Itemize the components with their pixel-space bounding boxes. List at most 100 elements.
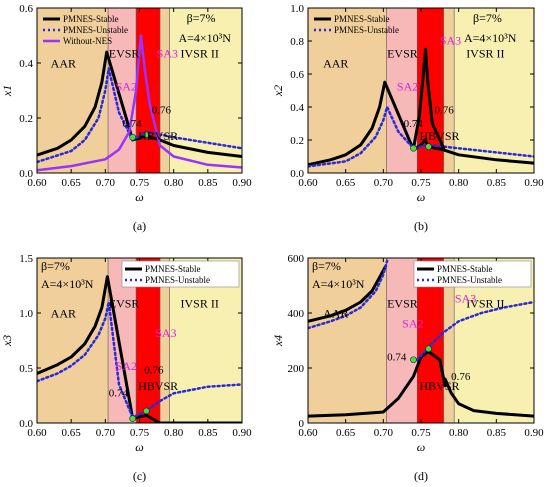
annotation: 0.76 [152, 105, 172, 117]
region-band [160, 258, 170, 423]
x-tick-label: 0.85 [198, 177, 218, 189]
y-tick-label: 0.6 [19, 3, 33, 15]
region-band [37, 8, 109, 173]
y-tick-label: 1.5 [19, 253, 33, 265]
panel-caption: (d) [414, 469, 428, 483]
x-tick-label: 0.70 [96, 427, 116, 439]
x-tick-label: 0.60 [298, 427, 318, 439]
region-label: HBVSR [138, 379, 178, 393]
series-line [308, 259, 389, 330]
y-tick-label: 0.4 [19, 58, 33, 70]
x-tick-label: 0.70 [374, 177, 394, 189]
panel-caption: (b) [414, 219, 428, 233]
region-label: EVSR [387, 297, 418, 311]
y-tick-label: 0.5 [19, 363, 33, 375]
annotation: 0.76 [435, 105, 455, 117]
annotation: SA2 [116, 80, 137, 94]
region-band [443, 8, 455, 173]
legend-entry: Without-NES [63, 36, 112, 46]
region-label: AAR [323, 306, 348, 320]
bifurcation-point [410, 356, 417, 364]
y-tick-label: 400 [288, 308, 305, 320]
annotation: SA3 [455, 292, 476, 306]
x-tick-label: 0.60 [27, 427, 47, 439]
y-tick-label: 200 [288, 363, 305, 375]
region-band [386, 258, 418, 423]
panel-caption: (c) [133, 469, 146, 483]
annotation: 0.74 [109, 388, 129, 400]
x-tick-label: 0.75 [411, 177, 431, 189]
annotation: SA3 [440, 33, 461, 47]
annotation: 0.74 [404, 118, 424, 130]
annotation: SA3 [157, 47, 178, 61]
x-tick-label: 0.70 [96, 177, 116, 189]
region-label: IVSR II [181, 297, 219, 311]
region-label: IVSR II [466, 47, 504, 61]
bifurcation-point [129, 415, 136, 422]
series-line [443, 377, 534, 418]
region-label: AAR [51, 56, 76, 70]
y-axis-label: x2 [271, 85, 285, 97]
x-tick-label: 0.85 [487, 427, 507, 439]
x-tick-label: 0.90 [232, 427, 252, 439]
param-text: A=4×10³N [41, 277, 94, 291]
x-tick-label: 0.65 [62, 177, 82, 189]
y-tick-label: 1.0 [290, 3, 304, 15]
legend-box [121, 260, 240, 288]
param-text: β=7% [312, 259, 341, 273]
series-group [37, 34, 242, 172]
series-line [308, 350, 447, 418]
y-tick-label: 600 [288, 253, 305, 265]
series-line [308, 264, 388, 323]
x-tick-label: 0.85 [198, 427, 218, 439]
param-text: β=7% [187, 11, 216, 25]
legend-entry: PMNES-Unstable [334, 25, 399, 35]
series-line [37, 275, 242, 423]
x-axis-label: ω [417, 190, 425, 204]
series-line [37, 34, 242, 172]
series-line [37, 50, 242, 158]
region-label: EVSR [387, 47, 418, 61]
region-band [454, 8, 534, 173]
x-axis-label: ω [135, 440, 143, 454]
y-tick-label: 0.0 [19, 168, 33, 180]
y-tick-label: 0.0 [19, 418, 33, 430]
region-label: AAR [51, 306, 76, 320]
param-text: β=7% [473, 11, 502, 25]
legend-entry: PMNES-Stable [437, 264, 493, 274]
param-text: A=4×10³N [178, 31, 231, 45]
x-tick-label: 0.70 [374, 427, 394, 439]
param-text: A=4×10³N [464, 31, 517, 45]
x-tick-label: 0.80 [449, 177, 469, 189]
series-line [308, 105, 534, 168]
x-tick-label: 0.80 [164, 427, 184, 439]
bifurcation-point [129, 133, 136, 141]
panel-b: 0.60 0.65 0.70 0.75 0.80 0.85 0.90 0.0 0.2 0.4 0.6… [271, 3, 544, 233]
annotation: SA2 [402, 316, 423, 330]
x-tick-label: 0.65 [62, 427, 82, 439]
y-tick-label: 0.4 [290, 102, 304, 114]
annotation: 0.76 [144, 365, 164, 377]
x-tick-label: 0.75 [130, 177, 150, 189]
region-label: EVSR [109, 47, 140, 61]
annotation: 0.74 [387, 351, 407, 363]
region-band [160, 8, 170, 173]
annotation: SA2 [397, 80, 418, 94]
legend-entry: PMNES-Unstable [437, 275, 502, 285]
panel-c: 0.60 0.65 0.70 0.75 0.80 0.85 0.90 0.0 0.5 1.0 1.5… [0, 253, 252, 483]
y-tick-label: 0.0 [290, 168, 304, 180]
bifurcation-point [143, 407, 150, 415]
region-label: HBVSR [138, 129, 178, 143]
panel-a: 0.60 0.65 0.70 0.75 0.80 0.85 0.90 0.0 0.2 0.4 0.6… [0, 3, 252, 233]
series-line [37, 67, 242, 164]
bifurcation-point [143, 131, 150, 138]
y-axis-label: x3 [0, 335, 14, 347]
y-tick-label: 0.2 [19, 113, 33, 125]
x-tick-label: 0.65 [336, 427, 356, 439]
x-tick-label: 0.80 [449, 427, 469, 439]
x-tick-label: 0.60 [27, 177, 47, 189]
series-line [412, 47, 446, 150]
x-tick-label: 0.85 [487, 177, 507, 189]
x-tick-label: 0.60 [298, 177, 318, 189]
